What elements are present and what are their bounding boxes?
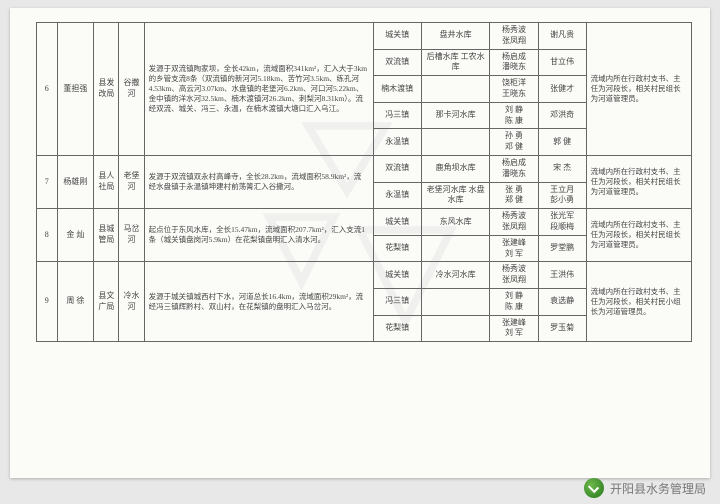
- cell-person2: 张光军段顺梅: [538, 209, 586, 236]
- cell-dept: 县城管局: [94, 209, 119, 262]
- cell-person2: 甘立伟: [538, 49, 586, 76]
- cell-person1: 杨启成潘晓东: [490, 49, 538, 76]
- cell-reservoir: 后槽水库 工农水库: [421, 49, 490, 76]
- cell-river: 冷水河: [119, 262, 144, 342]
- cell-person1: 杨秀波张凤翔: [490, 262, 538, 289]
- cell-reservoir: 冷水河水库: [421, 262, 490, 289]
- cell-person1: 刘 静陈 康: [490, 288, 538, 315]
- cell-official: 杨雄刚: [57, 155, 94, 208]
- cell-town: 城关镇: [373, 23, 421, 50]
- cell-person1: 张建峰刘 军: [490, 315, 538, 342]
- table-row: 6董担强县发改局谷撒河发源于双流镇陶家坝，全长42km，流域面积341km²，汇…: [37, 23, 692, 50]
- cell-reservoir: 老堡河水库 水盘水库: [421, 182, 490, 209]
- cell-index: 9: [37, 262, 58, 342]
- cell-reservoir: [421, 129, 490, 156]
- footer-label: 开阳县水务管理局: [610, 480, 706, 497]
- cell-person1: 孙 勇邓 健: [490, 129, 538, 156]
- cell-index: 8: [37, 209, 58, 262]
- cell-town: 花梨镇: [373, 315, 421, 342]
- cell-town: 永温镇: [373, 129, 421, 156]
- cell-reservoir: [421, 235, 490, 262]
- cell-person1: 刘 静陈 康: [490, 102, 538, 129]
- cell-town: 冯三镇: [373, 288, 421, 315]
- cell-person2: 王洪伟: [538, 262, 586, 289]
- cell-town: 楠木渡镇: [373, 76, 421, 103]
- cell-person2: 张健才: [538, 76, 586, 103]
- cell-town: 城关镇: [373, 209, 421, 236]
- cell-note: 流域内所在行政村支书、主任为河段长，相关村民组长为河道管理员。: [586, 155, 691, 208]
- cell-person1: 杨启成潘晓东: [490, 155, 538, 182]
- table-row: 8金 灿县城管局马岔河起点位于东风水库，全长15.47km，流域面积207.7k…: [37, 209, 692, 236]
- cell-person1: 杨秀波张凤翔: [490, 209, 538, 236]
- cell-person2: 罗堂鹏: [538, 235, 586, 262]
- cell-reservoir: 东风水库: [421, 209, 490, 236]
- cell-desc: 发源于双流镇双永村高峰寺，全长28.2km，流域面积58.9km²，流经水盘镇于…: [144, 155, 373, 208]
- cell-person1: 张建峰刘 军: [490, 235, 538, 262]
- cell-dept: 县文广局: [94, 262, 119, 342]
- cell-reservoir: 那卡河水库: [421, 102, 490, 129]
- wechat-footer: 开阳县水务管理局: [584, 478, 706, 498]
- document-page: 6董担强县发改局谷撒河发源于双流镇陶家坝，全长42km，流域面积341km²，汇…: [10, 8, 710, 478]
- cell-town: 花梨镇: [373, 235, 421, 262]
- cell-person2: 罗玉菊: [538, 315, 586, 342]
- cell-person2: 邓洪奇: [538, 102, 586, 129]
- cell-reservoir: [421, 76, 490, 103]
- cell-reservoir: [421, 315, 490, 342]
- river-table: 6董担强县发改局谷撒河发源于双流镇陶家坝，全长42km，流域面积341km²，汇…: [36, 22, 692, 342]
- cell-dept: 县发改局: [94, 23, 119, 156]
- wechat-logo-icon: [584, 478, 604, 498]
- cell-official: 董担强: [57, 23, 94, 156]
- cell-official: 周 徐: [57, 262, 94, 342]
- cell-note: 流域内所在行政村支书、主任为河段长，相关村民小组长为河道管理员。: [586, 262, 691, 342]
- cell-person2: 袁选静: [538, 288, 586, 315]
- cell-town: 冯三镇: [373, 102, 421, 129]
- cell-reservoir: [421, 288, 490, 315]
- cell-index: 6: [37, 23, 58, 156]
- cell-desc: 起点位于东风水库，全长15.47km，流域面积207.7km²，汇入支流1条（城…: [144, 209, 373, 262]
- cell-person1: 杨秀波张凤翔: [490, 23, 538, 50]
- cell-reservoir: 鹿角坝水库: [421, 155, 490, 182]
- cell-note: 流域内所在行政村支书、主任为河段长，相关村民组长为河道管理员。: [586, 209, 691, 262]
- cell-river: 老堡河: [119, 155, 144, 208]
- cell-town: 双流镇: [373, 155, 421, 182]
- cell-river: 马岔河: [119, 209, 144, 262]
- cell-person1: 饶柜洋王晓东: [490, 76, 538, 103]
- cell-desc: 发源于城关镇城西村下水，河道总长16.4km，流域面积29km²，流经冯三镇辉黔…: [144, 262, 373, 342]
- cell-official: 金 灿: [57, 209, 94, 262]
- cell-reservoir: 盘井水库: [421, 23, 490, 50]
- cell-town: 永温镇: [373, 182, 421, 209]
- cell-town: 双流镇: [373, 49, 421, 76]
- cell-index: 7: [37, 155, 58, 208]
- cell-note: 流域内所在行政村支书、主任为河段长，相关村民组长为河道管理员。: [586, 23, 691, 156]
- cell-person2: 谢凡贵: [538, 23, 586, 50]
- cell-person2: 王立月彭小勇: [538, 182, 586, 209]
- cell-town: 城关镇: [373, 262, 421, 289]
- table-container: 6董担强县发改局谷撒河发源于双流镇陶家坝，全长42km，流域面积341km²，汇…: [36, 22, 692, 456]
- cell-person2: 郭 健: [538, 129, 586, 156]
- cell-dept: 县人社局: [94, 155, 119, 208]
- cell-person1: 张 勇郑 健: [490, 182, 538, 209]
- cell-desc: 发源于双流镇陶家坝，全长42km，流域面积341km²，汇入大于3km的乡管支流…: [144, 23, 373, 156]
- cell-person2: 宋 杰: [538, 155, 586, 182]
- cell-river: 谷撒河: [119, 23, 144, 156]
- table-row: 7杨雄刚县人社局老堡河发源于双流镇双永村高峰寺，全长28.2km，流域面积58.…: [37, 155, 692, 182]
- table-row: 9周 徐县文广局冷水河发源于城关镇城西村下水，河道总长16.4km，流域面积29…: [37, 262, 692, 289]
